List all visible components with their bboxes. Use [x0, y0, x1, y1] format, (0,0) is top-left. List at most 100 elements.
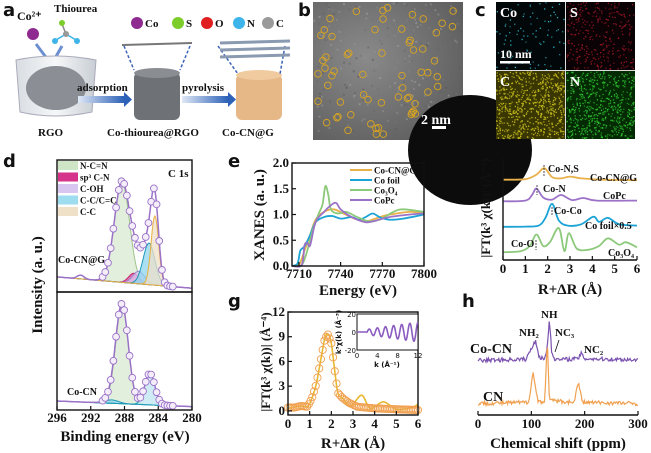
eds-map-dot: [536, 125, 538, 128]
eds-map-dot: [543, 102, 545, 105]
eds-map-dot: [599, 89, 601, 91]
eds-map-dot: [594, 114, 596, 116]
haadf-noise: [427, 103, 430, 106]
eds-map-dot: [577, 82, 579, 85]
eds-map-dot: [609, 38, 611, 41]
eds-map-dot: [630, 120, 632, 122]
eds-map-dot: [525, 41, 527, 43]
stage-label-co-thiourea-rgo: Co-thiourea@RGO: [107, 127, 199, 139]
eds-map-dot: [499, 96, 502, 99]
eds-map-dot: [595, 129, 597, 131]
eds-map-dot: [604, 124, 606, 126]
eds-map-dot: [530, 86, 532, 88]
eds-map-dot: [496, 11, 499, 13]
haadf-noise: [344, 83, 347, 86]
eds-map-dot: [530, 107, 532, 110]
eds-map-dot: [549, 79, 552, 81]
eds-map-dot: [545, 2, 547, 4]
eds-map-dot: [532, 61, 534, 63]
eds-map-dot: [601, 44, 603, 46]
eds-map-dot: [574, 122, 576, 124]
haadf-noise: [405, 118, 408, 121]
haadf-noise: [371, 58, 374, 61]
eds-map-dot: [598, 95, 601, 97]
eds-map-dot: [559, 53, 561, 56]
exafs-data-point: [325, 334, 334, 343]
haadf-noise: [412, 100, 415, 103]
eds-map-dot: [590, 81, 592, 83]
eds-map-dot: [613, 133, 616, 136]
haadf-noise: [396, 31, 399, 34]
eds-map-dot: [589, 109, 591, 111]
haadf-noise: [413, 29, 416, 32]
eds-map-dot: [605, 67, 607, 69]
haadf-noise: [454, 9, 457, 12]
xps-legend-label: C-C/C=C: [80, 196, 117, 206]
eds-map-dot: [522, 72, 524, 74]
eds-map-dot: [505, 23, 507, 26]
eds-map-dot: [611, 130, 614, 132]
eds-map-dot: [578, 79, 581, 82]
eds-map-dot: [568, 115, 570, 117]
eds-map-dot: [508, 51, 511, 53]
eds-map-dot: [575, 50, 578, 53]
eds-map-dot: [622, 91, 624, 93]
eds-map-dot: [592, 57, 594, 60]
haadf-noise: [396, 61, 399, 64]
eds-map-dot: [623, 61, 625, 63]
eds-map-dot: [557, 29, 559, 31]
eds-map-dot: [571, 10, 573, 12]
eds-map-dot: [580, 119, 582, 121]
eds-map-dot: [550, 65, 552, 67]
haadf-noise: [322, 12, 325, 15]
eds-map-dot: [512, 94, 514, 96]
eds-map-dot: [529, 74, 531, 76]
eds-map-dot: [617, 97, 619, 99]
eds-map-dot: [515, 115, 517, 118]
eds-map-dot: [618, 120, 620, 122]
eds-map-dot: [618, 132, 620, 134]
eds-map-dot: [507, 112, 510, 114]
eds-map-dot: [595, 126, 597, 129]
xps-series-label-co-cn: Co-CN: [67, 387, 98, 398]
eds-map-dot: [613, 78, 615, 80]
single-atom-circle: [345, 49, 353, 57]
eds-map-label-s: S: [570, 6, 578, 21]
haadf-noise: [345, 86, 348, 89]
haadf-noise: [403, 77, 406, 80]
haadf-noise: [410, 60, 413, 63]
eds-map-dot: [501, 107, 503, 110]
eds-map-dot: [513, 136, 515, 138]
eds-map-dot: [614, 95, 616, 97]
eds-map-dot: [597, 121, 599, 124]
eds-map-dot: [525, 81, 528, 83]
eds-map-dot: [522, 94, 524, 97]
eds-map-dot: [530, 129, 532, 131]
xanes-y-axis-title: XANES (a. u.): [252, 169, 268, 261]
eds-map-dot: [576, 48, 578, 50]
eds-map-dot: [508, 83, 510, 86]
eds-map-dot: [499, 79, 502, 81]
single-atom-circle: [430, 57, 439, 65]
eds-map-dot: [542, 86, 544, 88]
eds-map-dot: [504, 92, 506, 95]
xps-data-point: [109, 224, 118, 233]
haadf-noise: [348, 8, 351, 11]
eds-map-dot: [602, 105, 604, 107]
eds-map-dot: [619, 127, 622, 130]
eds-map-dot: [570, 130, 572, 133]
eds-map-dot: [588, 120, 590, 122]
eds-map-dot: [571, 58, 573, 60]
eds-map-dot: [609, 102, 612, 104]
eds-map-dot: [547, 110, 549, 113]
eds-map-dot: [584, 84, 586, 86]
haadf-noise: [351, 129, 354, 132]
eds-map-dot: [505, 97, 507, 99]
haadf-noise: [426, 45, 429, 48]
haadf-noise: [390, 115, 393, 118]
eds-map-dot: [512, 55, 514, 58]
eds-map-dot: [629, 122, 631, 124]
eds-map-dot: [498, 126, 500, 128]
eds-map-dot: [589, 36, 591, 38]
nmr-line-cn: [477, 347, 639, 408]
